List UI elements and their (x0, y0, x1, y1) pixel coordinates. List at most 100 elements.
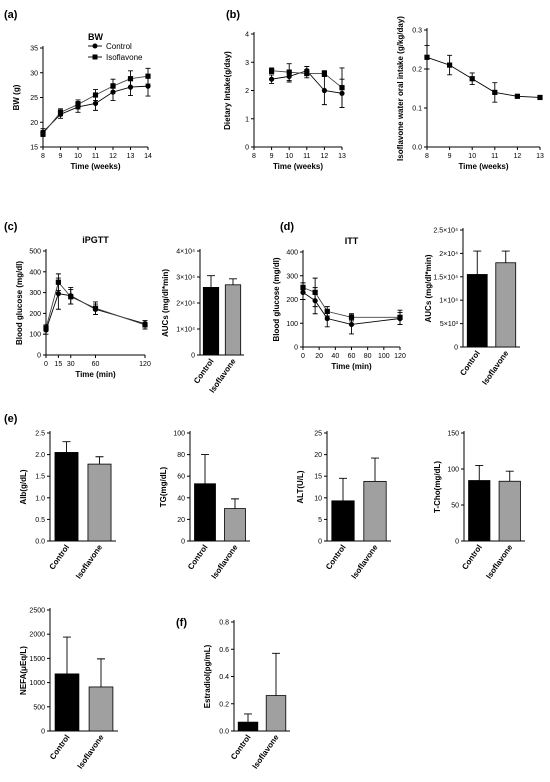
intake-ytick-label: 2 (245, 88, 249, 95)
itt_auc-ylabel: AUCs (mg/dl*min) (424, 254, 433, 322)
alb-errorbar (62, 441, 71, 453)
itt-title: ITT (345, 236, 359, 246)
alt-category-label: Control (324, 543, 348, 571)
intake-ytick-label: 3 (245, 60, 249, 67)
bw-point (127, 84, 134, 90)
itt_auc-ytick-label: 5×10³ (440, 321, 459, 328)
intake-ytick-label: 1 (245, 116, 249, 123)
iso_intake-point (424, 54, 430, 60)
itt_auc-ytick-label: 1.5×10⁴ (433, 274, 458, 281)
estradiol-ytick-label: 0.6 (219, 647, 229, 654)
nefa-errorbar (63, 636, 71, 674)
alt-chart: 0 5 10 15 20 25 ALT(U/L) Control Isoflavone (296, 431, 391, 581)
intake-point (269, 68, 275, 74)
itt-ylabel: Blood glucose (mg/dl) (272, 257, 281, 341)
bw-xtick-label: 10 (74, 153, 82, 160)
bw-legend-label: Isoflavone (106, 53, 143, 62)
tcho-bar-control (468, 480, 491, 542)
itt-point (312, 289, 318, 295)
estradiol-bar-group-isoflavone: Isoflavone (251, 652, 287, 771)
itt_auc-ytick-label: 0 (454, 345, 458, 352)
tg-bar-isoflavone (224, 508, 246, 542)
itt-chart: 0 100 200 300 400 0 20 40 60 80 100 120 Time (min) Bl… (272, 236, 406, 371)
iso_intake-point (447, 62, 453, 68)
panel-letter: (d) (280, 221, 294, 233)
itt-xtick-label: 120 (394, 353, 406, 360)
alt-bar-group-control: Control (324, 477, 355, 571)
ipgtt-ytick-label: 0 (37, 353, 41, 360)
tcho-ytick-label: 0 (455, 539, 459, 546)
bw-point (75, 101, 81, 108)
tcho-bar-group-control: Control (460, 464, 491, 571)
itt_auc-ytick-label: 2.5×10⁴ (433, 228, 458, 235)
alb-bar-isoflavone (87, 463, 112, 542)
itt-point (348, 314, 355, 320)
bw-xlabel: Time (weeks) (70, 162, 120, 171)
alt-ylabel: ALT(U/L) (296, 470, 305, 504)
bw-xtick-label: 8 (41, 153, 45, 160)
tcho-bar-isoflavone (498, 480, 521, 542)
tg-bar-control (194, 483, 216, 542)
tg-ytick-label: 0 (181, 539, 185, 546)
bw-chart: 15 20 25 30 35 8 9 10 11 12 13 14 Time (weeks) BW (g)… (12, 32, 152, 171)
estradiol-ytick-label: 0.4 (219, 674, 229, 681)
ipgtt-chart: 0 100 200 300 400 500 0 15 30 60 120 Time (min) Bloo… (15, 235, 151, 379)
tg-ylabel: TG(mg/dL) (159, 466, 168, 507)
alt-errorbar (371, 457, 379, 482)
nefa-category-label: Control (48, 733, 72, 761)
alb-bar-group-control: Control (47, 441, 79, 571)
bw-xtick-label: 14 (144, 153, 152, 160)
iso_intake-point (492, 89, 498, 95)
alt-ytick-label: 20 (314, 452, 322, 459)
ipgtt-xtick-label: 15 (54, 361, 62, 368)
intake-xtick-label: 11 (303, 153, 310, 160)
nefa-ytick-label: 500 (33, 704, 45, 711)
bw-ylabel: BW (g) (12, 84, 21, 110)
intake-ytick-label: 0 (245, 145, 249, 152)
nefa-bar-group-isoflavone: Isoflavone (76, 658, 114, 771)
tg-category-label: Control (186, 543, 210, 571)
bw-ytick-label: 30 (30, 70, 38, 77)
panel-letter: (a) (4, 9, 18, 21)
ipgtt_auc-ylabel: AUCs (mg/dl*min) (161, 269, 170, 337)
intake-point (321, 70, 327, 77)
tg-chart: 0 20 40 60 80 100 TG(mg/dL) Control Isoflavone (159, 431, 250, 581)
tg-ytick-label: 20 (177, 517, 185, 524)
intake-point (269, 76, 275, 82)
bw-series-control (40, 75, 151, 137)
iso_intake-xtick-label: 12 (514, 153, 522, 160)
itt_auc-errorbar (473, 250, 482, 275)
itt-xtick-label: 80 (364, 353, 372, 360)
itt-ytick-label: 100 (286, 321, 298, 328)
ipgtt-point (92, 305, 99, 311)
itt-ytick-label: 400 (286, 250, 298, 257)
itt_auc-category-label: Control (458, 349, 482, 377)
tcho-category-label: Isoflavone (484, 543, 514, 581)
ipgtt_auc-category-label: Control (192, 357, 216, 385)
intake-ylabel: Dietary Intake(g/day) (223, 51, 232, 130)
tcho-ytick-label: 150 (447, 431, 459, 438)
itt-point (324, 315, 330, 322)
alt-bar-control (331, 500, 355, 542)
iso_intake-point (469, 76, 475, 82)
nefa-errorbar (97, 658, 105, 687)
ipgtt_auc-errorbar (229, 278, 237, 285)
ipgtt-point (55, 291, 61, 297)
panel-letter: (b) (226, 9, 240, 21)
nefa-ytick-label: 2500 (29, 608, 45, 615)
bw-legend-entry: Control (88, 42, 132, 51)
alb-ytick-label: 0.0 (35, 539, 45, 546)
alb-chart: 0.0 0.5 1.0 1.5 2.0 2.5 Alb(g/dL) Control Isofla… (19, 431, 116, 581)
ipgtt-ytick-label: 500 (29, 249, 41, 256)
bw-point (92, 92, 99, 98)
tg-errorbar (231, 498, 239, 509)
panel-letter: (e) (4, 413, 18, 425)
bw-xtick-label: 9 (59, 153, 63, 160)
alt-ytick-label: 15 (314, 474, 322, 481)
alt-bar-isoflavone (363, 480, 387, 542)
estradiol-bar-isoflavone (265, 695, 287, 732)
iso_intake-series-isoflavone (424, 45, 543, 103)
bw-ytick-label: 35 (30, 46, 38, 53)
alt-category-label: Isoflavone (350, 543, 380, 581)
intake-ytick-label: 4 (245, 32, 249, 39)
